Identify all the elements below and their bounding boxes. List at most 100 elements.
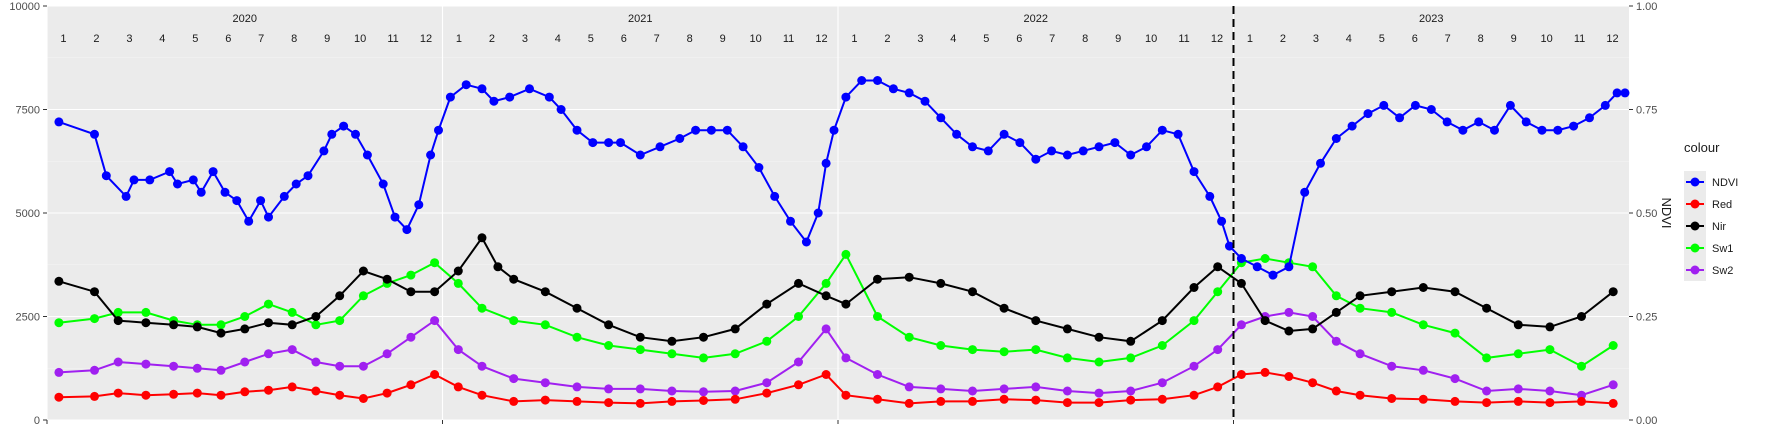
data-point-nir	[477, 233, 487, 243]
data-point-sw1	[1513, 349, 1523, 359]
month-label: 11	[1178, 33, 1189, 45]
data-point-sw2	[264, 349, 273, 359]
data-point-sw2	[509, 374, 519, 384]
data-point-ndvi	[414, 200, 424, 210]
data-point-sw2	[1355, 349, 1365, 359]
data-point-nir	[762, 299, 772, 309]
legend-label: Red	[1712, 199, 1732, 211]
right-y-axis: 0.00 0.25 0.50 0.75 1.00	[1629, 1, 1657, 427]
data-point-ndvi	[1189, 167, 1199, 177]
data-point-nir	[141, 318, 151, 328]
data-point-nir	[54, 276, 64, 286]
series-ndvi	[54, 76, 1630, 280]
data-point-ndvi	[1490, 125, 1499, 135]
data-point-ndvi	[90, 129, 99, 139]
data-point-sw2	[1331, 336, 1341, 346]
data-point-red	[1545, 398, 1555, 408]
data-point-ndvi	[339, 121, 349, 131]
data-point-ndvi	[101, 171, 111, 181]
month-label: 8	[1082, 33, 1088, 45]
data-point-red	[311, 386, 321, 396]
data-point-red	[841, 390, 851, 400]
data-point-ndvi	[121, 191, 131, 201]
data-point-ndvi	[1217, 216, 1227, 226]
data-point-sw2	[358, 361, 368, 371]
month-label: 1	[456, 33, 462, 45]
data-point-nir	[430, 287, 440, 297]
month-label: 6	[1412, 33, 1418, 45]
data-point-red	[1260, 367, 1270, 377]
data-point-sw1	[1213, 287, 1223, 297]
legend-title: colour	[1684, 140, 1720, 155]
data-point-nir	[1513, 320, 1523, 330]
month-label: 12	[420, 33, 432, 45]
data-point-ndvi	[165, 167, 175, 177]
data-point-sw2	[477, 361, 487, 371]
series-red	[54, 367, 1618, 408]
data-point-sw2	[667, 386, 677, 396]
data-point-ndvi	[801, 237, 811, 247]
month-label: 10	[354, 33, 366, 45]
data-point-ndvi	[754, 163, 764, 172]
year-label: 2022	[1024, 13, 1048, 25]
month-label: 11	[1574, 33, 1585, 45]
data-point-nir	[216, 328, 226, 338]
data-point-ndvi	[829, 125, 839, 135]
data-point-ndvi	[556, 105, 566, 114]
data-point-ndvi	[378, 179, 388, 189]
month-label: 10	[1145, 33, 1157, 45]
data-point-red	[1236, 370, 1246, 379]
data-point-ndvi	[691, 125, 701, 135]
data-point-nir	[1450, 287, 1460, 297]
data-point-ndvi	[920, 96, 930, 106]
data-point-nir	[873, 274, 882, 284]
data-point-ndvi	[145, 175, 155, 185]
data-point-red	[335, 390, 345, 400]
data-point-ndvi	[434, 125, 443, 135]
data-point-ndvi	[1078, 146, 1088, 156]
data-point-sw2	[1513, 384, 1523, 394]
data-point-sw1	[54, 318, 64, 328]
data-point-ndvi	[477, 84, 487, 94]
data-point-red	[635, 398, 645, 408]
data-point-nir	[1213, 262, 1223, 272]
data-point-ndvi	[1363, 109, 1373, 119]
data-point-nir	[1545, 322, 1555, 332]
data-point-sw1	[1308, 262, 1318, 272]
data-point-nir	[1577, 312, 1586, 321]
data-point-red	[1126, 395, 1136, 405]
data-point-sw1	[240, 312, 250, 321]
data-point-red	[1513, 396, 1523, 406]
data-point-ndvi	[770, 191, 780, 201]
data-point-ndvi	[402, 225, 412, 235]
data-point-ndvi	[983, 146, 993, 156]
data-point-ndvi	[655, 142, 665, 152]
data-point-sw1	[477, 303, 487, 313]
data-point-nir	[667, 336, 677, 346]
data-point-sw1	[1126, 353, 1136, 363]
y-left-tick-label: 7500	[16, 105, 40, 117]
data-point-red	[1418, 394, 1428, 404]
data-point-red	[54, 392, 64, 402]
data-point-red	[667, 396, 677, 406]
data-point-ndvi	[54, 117, 64, 127]
month-label: 6	[225, 33, 231, 45]
data-point-sw2	[216, 365, 226, 375]
data-point-sw1	[264, 299, 273, 309]
data-point-sw2	[635, 384, 645, 394]
data-point-nir	[968, 287, 977, 297]
legend-item-ndvi: NDVI	[1684, 171, 1738, 193]
data-point-sw1	[821, 278, 831, 288]
data-point-red	[453, 382, 463, 392]
data-point-red	[264, 385, 273, 395]
month-label: 8	[687, 33, 693, 45]
data-point-nir	[1355, 291, 1365, 301]
data-point-ndvi	[232, 196, 242, 206]
data-point-sw1	[699, 353, 708, 363]
data-point-sw1	[287, 307, 297, 317]
data-point-nir	[1094, 332, 1104, 342]
month-label: 6	[621, 33, 627, 45]
data-point-sw1	[406, 270, 416, 280]
data-point-sw2	[794, 357, 803, 367]
data-point-sw1	[1545, 345, 1555, 355]
